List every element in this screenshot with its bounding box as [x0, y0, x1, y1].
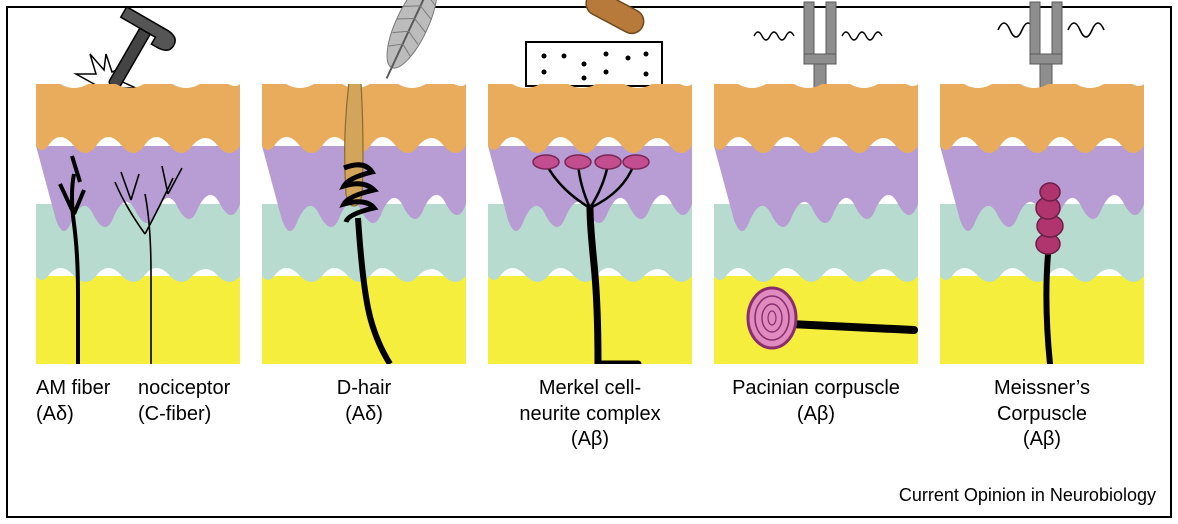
stimulus-fork-highfreq: [714, 0, 918, 84]
stimulus-fork-lowfreq: [940, 0, 1144, 84]
attribution: Current Opinion in Neurobiology: [899, 485, 1156, 506]
stimulus-hammer: [36, 0, 240, 84]
label: Meissner’s: [994, 377, 1090, 399]
label: (Aδ): [36, 403, 74, 425]
label: (Aβ): [1023, 428, 1061, 450]
label: (Aβ): [571, 428, 609, 450]
label-am-nociceptor: AM fiber (Aδ) nociceptor (C-fiber): [36, 376, 240, 453]
label: Corpuscle: [997, 403, 1087, 425]
panel-row: [36, 44, 1144, 364]
label: Pacinian corpuscle: [732, 377, 900, 399]
label: neurite complex: [519, 403, 660, 425]
label: nociceptor: [138, 377, 230, 399]
label: AM fiber: [36, 377, 110, 399]
label-row: AM fiber (Aδ) nociceptor (C-fiber) D-hai…: [36, 376, 1144, 453]
label: Merkel cell-: [539, 377, 641, 399]
label: (Aβ): [797, 403, 835, 425]
label: (Aδ): [345, 403, 383, 425]
label-pacinian: Pacinian corpuscle (Aβ): [714, 376, 918, 453]
panel-am-nociceptor: [36, 44, 240, 364]
stimulus-braille-finger: [488, 0, 692, 84]
figure-frame: AM fiber (Aδ) nociceptor (C-fiber) D-hai…: [6, 6, 1172, 518]
panel-pacinian: [714, 44, 918, 364]
label-merkel: Merkel cell- neurite complex (Aβ): [488, 376, 692, 453]
label: (C-fiber): [138, 403, 211, 425]
label-meissner: Meissner’s Corpuscle (Aβ): [940, 376, 1144, 453]
panel-d-hair: [262, 44, 466, 364]
label: D-hair: [337, 377, 391, 399]
panel-merkel: [488, 44, 692, 364]
label-d-hair: D-hair (Aδ): [262, 376, 466, 453]
stimulus-feather: [262, 0, 466, 84]
panel-meissner: [940, 44, 1144, 364]
